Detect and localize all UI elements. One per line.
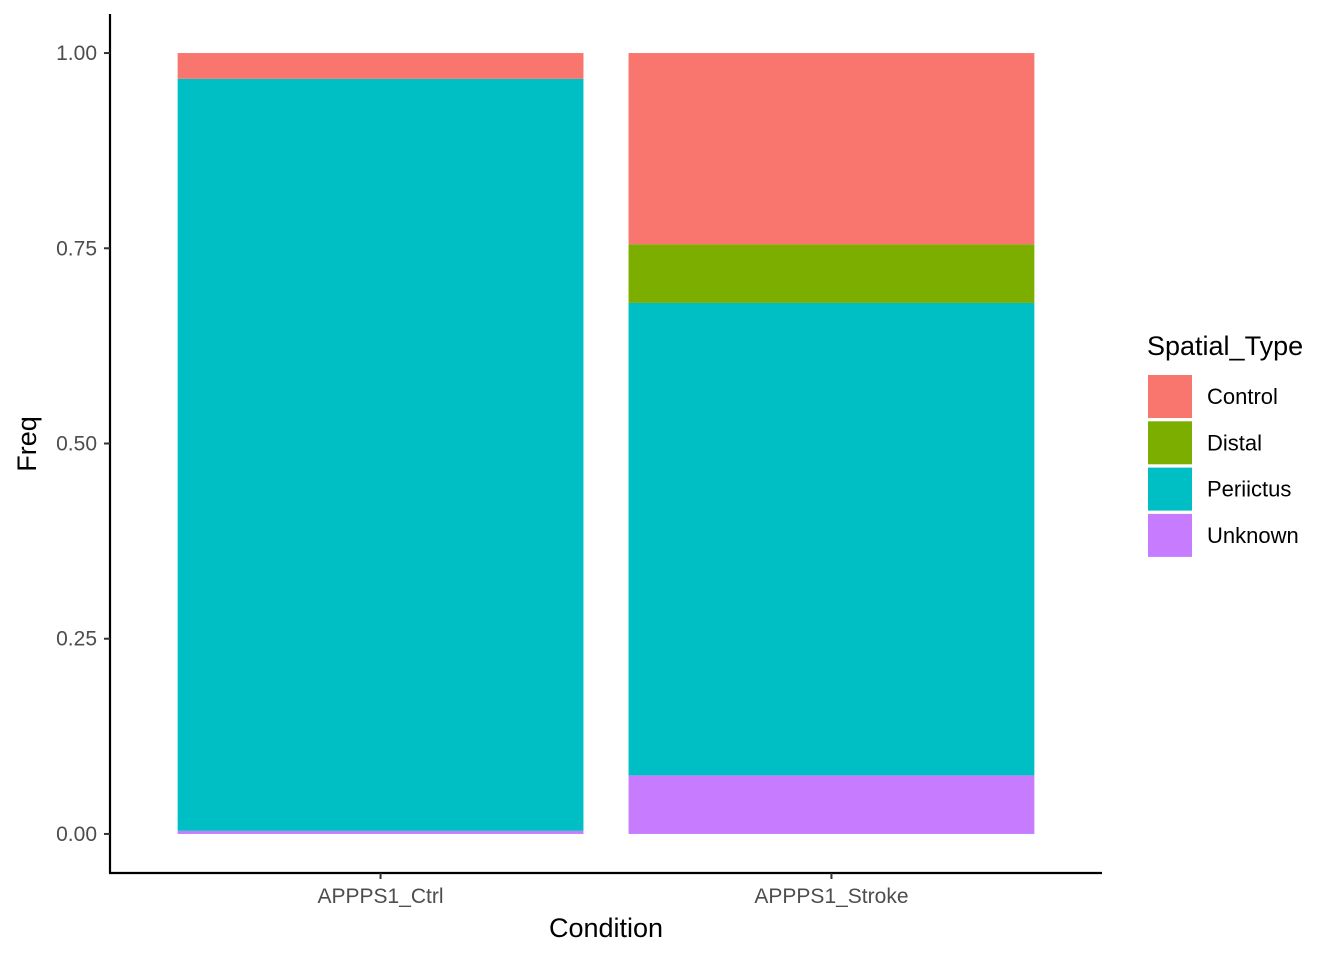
bar-segment-appps1_stroke-distal [628, 244, 1035, 303]
y-tick-label: 0.25 [56, 628, 97, 651]
bar-segment-appps1_ctrl-unknown [177, 830, 584, 834]
bar-segment-appps1_stroke-periictus [628, 302, 1035, 776]
legend-swatch-control [1148, 375, 1192, 418]
legend-label-unknown: Unknown [1207, 523, 1299, 548]
bar-segment-appps1_ctrl-periictus [177, 78, 584, 831]
y-tick-label: 0.75 [56, 237, 97, 260]
y-tick-label: 1.00 [56, 42, 97, 65]
legend-swatch-distal [1148, 421, 1192, 465]
legend-label-distal: Distal [1207, 430, 1262, 455]
y-tick-label: 0.00 [56, 823, 97, 846]
x-axis-title: Condition [549, 913, 663, 943]
bar-segment-appps1_ctrl-control [177, 53, 584, 79]
x-ticks: APPPS1_Ctrl APPPS1_Stroke [318, 873, 909, 908]
legend-swatch-unknown [1148, 513, 1192, 557]
legend-title: Spatial_Type [1147, 331, 1303, 361]
x-tick-label: APPPS1_Stroke [754, 885, 908, 908]
legend-swatch-periictus [1148, 467, 1192, 511]
x-tick-label: APPPS1_Ctrl [318, 885, 444, 908]
legend: Control Distal Periictus Unknown [1148, 375, 1299, 557]
bar-segment-appps1_stroke-unknown [628, 775, 1035, 834]
bars-layer [177, 53, 1035, 834]
legend-label-periictus: Periictus [1207, 477, 1291, 502]
y-tick-label: 0.50 [56, 433, 97, 456]
legend-label-control: Control [1207, 384, 1278, 409]
y-ticks: 0.00 0.25 0.50 0.75 1.00 [56, 42, 110, 846]
bar-segment-appps1_stroke-control [628, 53, 1035, 245]
y-axis-title: Freq [12, 416, 42, 472]
